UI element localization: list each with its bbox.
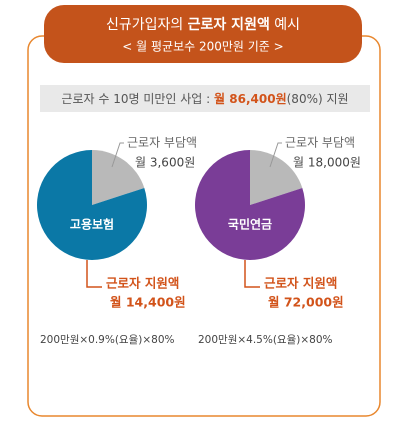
banner-text: 근로자 수 10명 미만인 사업 : 월 86,400원(80%) 지원 [61,91,348,106]
value-label: 월 14,400원 [110,295,186,310]
series-name: 근로자 지원액 [106,276,179,291]
title-emphasis: 근로자 지원액 [188,16,270,33]
pie-slice [250,150,303,205]
series-name: 근로자 부담액 [285,136,355,150]
pie-center-label: 고용보험 [70,217,114,232]
header-pill [44,5,362,63]
value-label: 월 72,000원 [268,295,344,310]
title-part: 신규가입자의 [106,17,183,33]
leader-line [269,142,282,168]
value-label: 월 18,000원 [293,156,361,170]
banner [40,85,370,112]
pie-slice [92,150,145,205]
formula-note: 200만원×4.5%(요율)×80% [198,334,333,346]
header-title: 신규가입자의 근로자 지원액 예시 [106,16,300,33]
title-part: 예시 [274,17,300,33]
formula-note: 200만원×0.9%(요율)×80% [40,334,175,346]
series-name: 근로자 부담액 [127,136,197,150]
banner-part: 근로자 수 10명 미만인 사업 : [61,92,210,106]
pie-slice [195,150,305,260]
leader-line [111,142,124,168]
leader-line [86,260,102,288]
banner-emphasis: 월 86,400원 [214,91,287,106]
leader-line [244,260,260,288]
header-subtitle: < 월 평균보수 200만원 기준 > [122,40,283,54]
banner-part: (80%) 지원 [287,92,349,106]
series-name: 근로자 지원액 [264,276,337,291]
value-label: 월 3,600원 [135,156,195,170]
pie-center-label: 국민연금 [228,217,272,232]
pie-slice [36,150,147,260]
